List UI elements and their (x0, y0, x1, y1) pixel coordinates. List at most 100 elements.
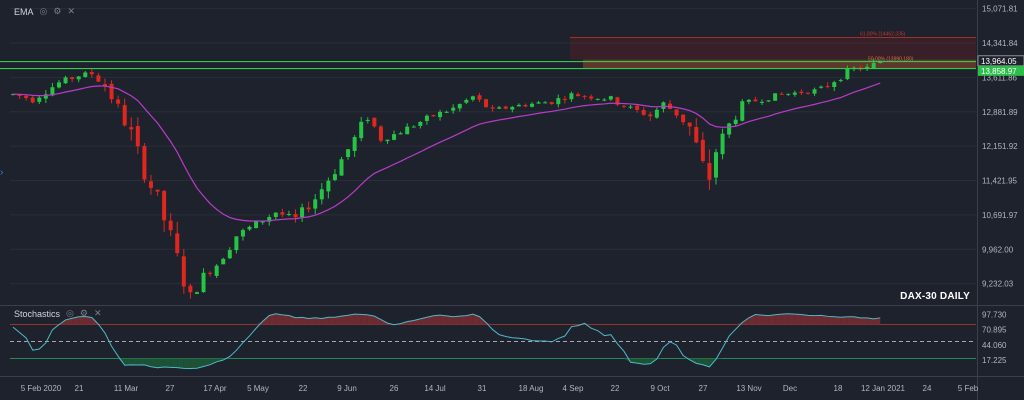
candle-body (148, 181, 153, 188)
date-tick-label: 27 (699, 384, 708, 393)
candle-body (405, 126, 410, 135)
scroll-left-icon[interactable]: › (0, 167, 4, 178)
overbought-fill (420, 317, 427, 325)
candle-body (819, 86, 824, 88)
candle-body (162, 190, 167, 221)
candle-body (602, 99, 607, 101)
candle-body (503, 106, 508, 109)
overbought-fill (860, 317, 868, 325)
candle-body (286, 214, 291, 216)
date-tick-label: 5 Feb 2020 (21, 384, 62, 393)
candle-body (76, 76, 81, 80)
ema-polyline (12, 82, 881, 222)
date-tick-label: 11 Mar (114, 384, 139, 393)
candle-body (240, 230, 245, 237)
overbought-fill (807, 315, 815, 325)
overbought-fill (834, 316, 841, 325)
candle-body (582, 95, 587, 97)
visibility-eye-icon[interactable]: ◎ (39, 6, 48, 16)
fib-zone-upper (570, 37, 976, 60)
overbought-fill (794, 314, 802, 325)
candle-body (497, 107, 502, 109)
close-icon[interactable]: ✕ (67, 6, 75, 16)
candle-body (622, 105, 627, 107)
date-tick-label: 5 Feb (958, 384, 979, 393)
overbought-fill (72, 316, 79, 325)
candle-body (464, 99, 469, 103)
candle-body (674, 109, 679, 116)
oversold-fill (144, 358, 151, 367)
candle-body (608, 96, 613, 100)
overbought-fill (288, 315, 296, 325)
candle-body (346, 149, 351, 157)
stochastics-label: Stochastics (14, 308, 61, 319)
overbought-fill (781, 313, 789, 325)
resistance-lines (0, 61, 976, 70)
ema-indicator-label[interactable]: EMA ◎ ⚙ ✕ (14, 6, 75, 17)
candle-body (615, 97, 620, 105)
candle-body (313, 199, 318, 209)
price-tick-label: 9,962.00 (982, 245, 1014, 254)
candle-body (43, 94, 48, 99)
overbought-fill (341, 315, 349, 325)
candle-body (306, 207, 311, 210)
date-tick-label: 13 Nov (736, 384, 761, 393)
overbought-fill (348, 314, 355, 325)
stochastics-indicator-label[interactable]: Stochastics ◎ ⚙ ✕ (14, 308, 102, 319)
candle-body (372, 117, 377, 127)
date-tick-label: 26 (390, 384, 399, 393)
overbought-fill (328, 317, 335, 325)
overbought-fill (873, 317, 881, 325)
oversold-fill (124, 358, 132, 366)
candle-body (267, 217, 272, 222)
candle-body (431, 115, 436, 117)
overbought-fill (840, 316, 848, 325)
date-tick-label: 27 (166, 384, 175, 393)
overbought-fill (302, 317, 309, 325)
date-tick-label: 9 Oct (650, 384, 670, 393)
fib-label: 61.80% (14462.335) (860, 31, 906, 37)
settings-gear-icon[interactable]: ⚙ (79, 308, 88, 318)
close-icon[interactable]: ✕ (93, 308, 102, 318)
candle-body (181, 256, 186, 287)
overbought-fill (308, 317, 316, 325)
settings-gear-icon[interactable]: ⚙ (53, 6, 62, 16)
visibility-eye-icon[interactable]: ◎ (66, 308, 74, 318)
overbought-fill (433, 315, 441, 325)
overbought-fill (426, 315, 434, 325)
candle-body (543, 102, 548, 104)
candle-body (135, 126, 140, 147)
candle-body (510, 106, 515, 110)
candle-body (805, 92, 810, 94)
candle-body (273, 212, 278, 217)
candle-body (753, 99, 758, 102)
date-tick-label: 22 (299, 384, 308, 393)
oversold-fill (190, 358, 197, 369)
candle-body (845, 68, 850, 80)
candle-body (654, 109, 659, 118)
candle-body (208, 272, 213, 274)
overbought-fill (78, 316, 86, 325)
candle-body (102, 84, 107, 87)
overbought-fill (315, 317, 322, 325)
candle-body (549, 102, 554, 104)
date-tick-label: Dec (783, 384, 797, 393)
candle-body (254, 221, 259, 229)
candle-body (569, 93, 574, 100)
overbought-fill (334, 316, 342, 325)
overbought-fill (821, 315, 828, 325)
overbought-fill (440, 315, 447, 325)
price-tick-label: 12,881.89 (982, 108, 1018, 117)
date-tick-label: 9 Jun (337, 384, 357, 393)
chart-watermark: DAX-30 DAILY (900, 291, 970, 302)
date-tick-label: 21 (75, 384, 84, 393)
candle-body (556, 98, 561, 105)
candle-body (457, 104, 462, 109)
price-tick-label: 12,151.92 (982, 142, 1018, 151)
candle-body (221, 258, 226, 265)
overbought-fill (374, 316, 381, 325)
overbought-fill (867, 317, 874, 325)
oversold-fill (210, 358, 217, 365)
